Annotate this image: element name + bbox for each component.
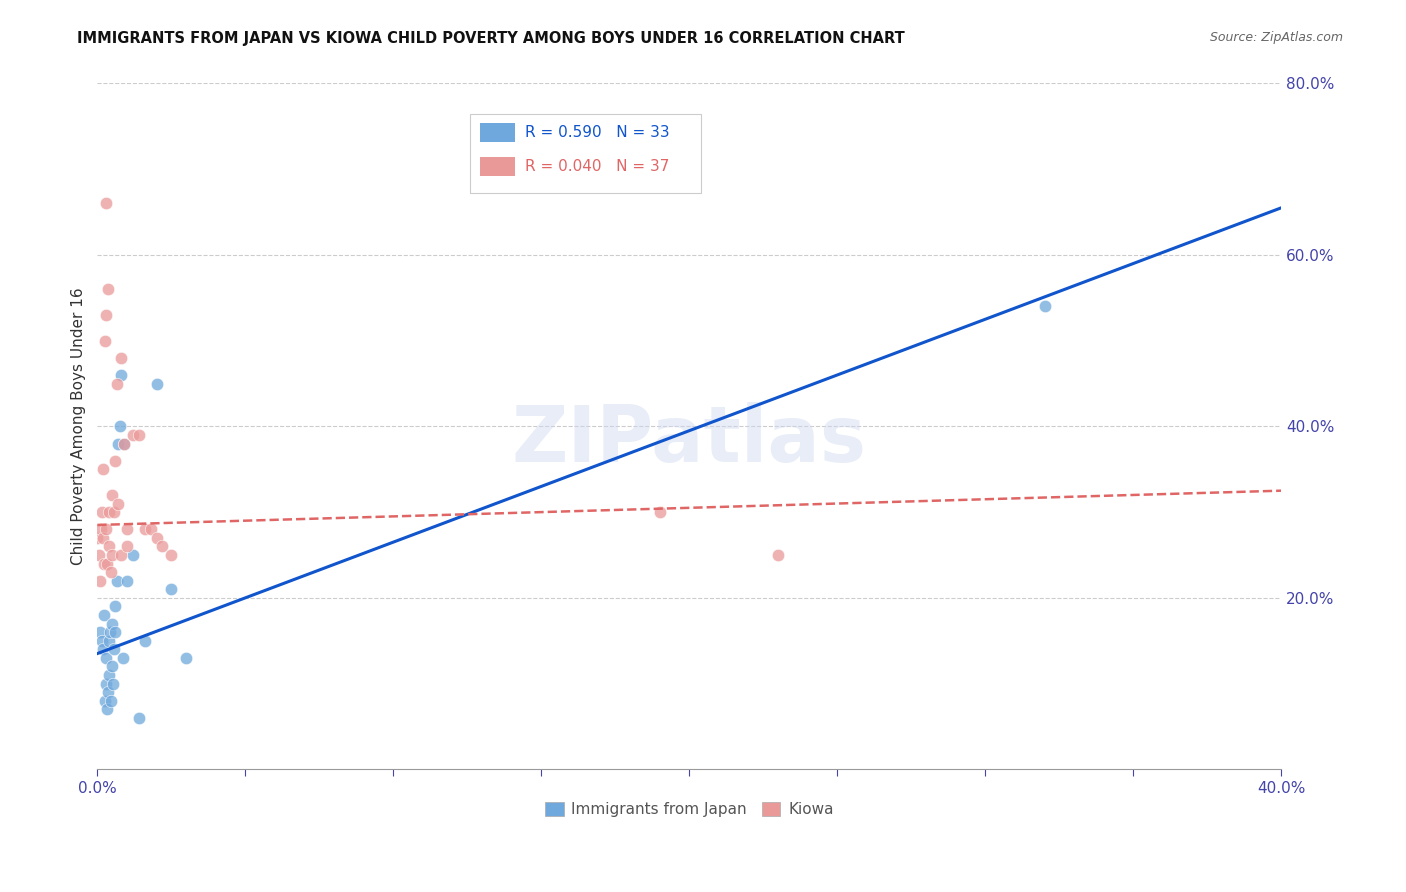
Point: [96, 651, 118, 665]
Point: [110, 351, 132, 365]
Point: [96, 196, 118, 211]
Point: [94, 676, 117, 690]
Point: [104, 453, 127, 467]
Point: [112, 436, 135, 450]
Point: [96, 522, 118, 536]
Point: [105, 376, 128, 391]
Point: [152, 540, 174, 554]
Point: [648, 505, 671, 519]
Point: [174, 651, 197, 665]
Point: [122, 428, 145, 442]
Point: [107, 436, 129, 450]
Point: [96, 557, 118, 571]
Point: [112, 436, 135, 450]
Point: [111, 651, 134, 665]
Point: [90, 633, 112, 648]
Point: [108, 419, 131, 434]
Point: [115, 522, 138, 536]
Point: [96, 702, 118, 716]
Point: [139, 522, 162, 536]
Point: [93, 607, 115, 622]
FancyBboxPatch shape: [479, 157, 516, 176]
Point: [101, 548, 124, 562]
Point: [128, 428, 150, 442]
Point: [1033, 299, 1056, 313]
Text: IMMIGRANTS FROM JAPAN VS KIOWA CHILD POVERTY AMONG BOYS UNDER 16 CORRELATION CHA: IMMIGRANTS FROM JAPAN VS KIOWA CHILD POV…: [77, 31, 905, 46]
Point: [107, 496, 129, 510]
Point: [100, 659, 122, 673]
Point: [98, 540, 121, 554]
Point: [94, 334, 117, 348]
Point: [101, 676, 124, 690]
Point: [91, 462, 114, 476]
Point: [145, 531, 167, 545]
Point: [94, 694, 117, 708]
Point: [89, 574, 111, 588]
Point: [97, 633, 120, 648]
Point: [100, 694, 122, 708]
Point: [86, 531, 108, 545]
Point: [115, 540, 138, 554]
Point: [101, 616, 124, 631]
Point: [122, 548, 145, 562]
Point: [103, 505, 125, 519]
Point: [91, 531, 114, 545]
Point: [103, 625, 125, 640]
Point: [89, 625, 111, 640]
Point: [87, 548, 110, 562]
Point: [145, 376, 167, 391]
Point: [160, 582, 183, 597]
FancyBboxPatch shape: [471, 114, 702, 194]
Point: [766, 548, 789, 562]
Point: [91, 642, 114, 657]
Point: [100, 565, 122, 579]
Point: [134, 633, 156, 648]
Text: ZIPatlas: ZIPatlas: [512, 402, 868, 478]
FancyBboxPatch shape: [479, 122, 516, 142]
Point: [97, 685, 120, 699]
Point: [98, 625, 121, 640]
Point: [98, 668, 121, 682]
Point: [128, 711, 150, 725]
Point: [110, 368, 132, 382]
Point: [97, 505, 120, 519]
Text: Source: ZipAtlas.com: Source: ZipAtlas.com: [1209, 31, 1343, 45]
Point: [97, 282, 120, 296]
Point: [94, 308, 117, 322]
Point: [104, 599, 127, 614]
Text: R = 0.040   N = 37: R = 0.040 N = 37: [524, 159, 669, 174]
Point: [160, 548, 183, 562]
Point: [134, 522, 156, 536]
Point: [105, 574, 128, 588]
Y-axis label: Child Poverty Among Boys Under 16: Child Poverty Among Boys Under 16: [72, 287, 86, 566]
Point: [110, 548, 132, 562]
Point: [93, 557, 115, 571]
Legend: Immigrants from Japan, Kiowa: Immigrants from Japan, Kiowa: [538, 796, 839, 823]
Point: [90, 522, 112, 536]
Point: [101, 488, 124, 502]
Text: R = 0.590   N = 33: R = 0.590 N = 33: [524, 125, 669, 140]
Point: [115, 574, 138, 588]
Point: [103, 642, 125, 657]
Point: [90, 505, 112, 519]
